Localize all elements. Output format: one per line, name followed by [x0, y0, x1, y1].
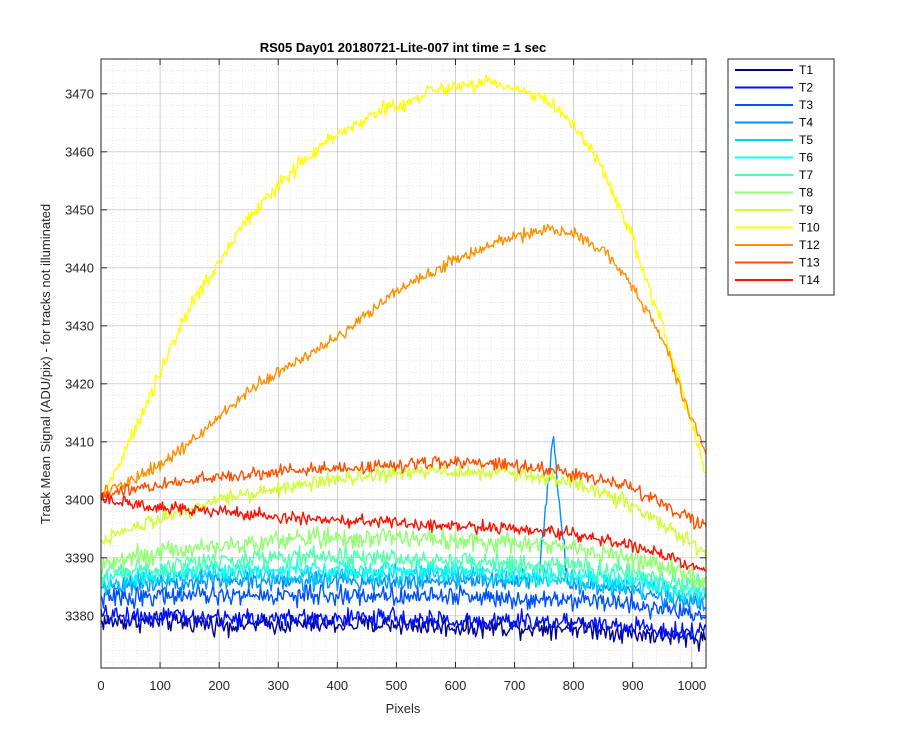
y-tick-label: 3380	[65, 608, 94, 623]
plot-area	[100, 74, 707, 652]
legend-label-t8: T8	[799, 186, 813, 200]
series-line-t13	[100, 455, 707, 530]
y-tick-label: 3410	[65, 434, 94, 449]
legend-label-t1: T1	[799, 63, 813, 77]
legend-label-t3: T3	[799, 98, 813, 112]
x-tick-label: 0	[97, 678, 104, 693]
tick-marks	[100, 59, 706, 668]
legend-label-t5: T5	[799, 133, 813, 147]
x-tick-label: 800	[563, 678, 585, 693]
series-line-t2	[100, 604, 707, 644]
legend-label-t12: T12	[799, 238, 820, 252]
legend-label-t7: T7	[799, 168, 813, 182]
y-tick-label: 3460	[65, 144, 94, 159]
x-tick-label: 700	[504, 678, 526, 693]
x-tick-label: 900	[622, 678, 644, 693]
y-tick-label: 3390	[65, 550, 94, 565]
legend-label-t2: T2	[799, 81, 813, 95]
y-tick-label: 3450	[65, 202, 94, 217]
series-line-t4	[100, 435, 707, 612]
axes-box	[100, 58, 707, 669]
x-tick-label: 600	[445, 678, 467, 693]
legend: T1 T2 T3 T4 T5 T6 T7 T8 T9 T10 T12 T13 T14	[727, 58, 835, 296]
y-tick-label: 3400	[65, 492, 94, 507]
series-line-t6	[100, 557, 707, 600]
legend-label-t14: T14	[799, 273, 820, 287]
x-tick-label: 200	[208, 678, 230, 693]
legend-box	[727, 58, 835, 296]
series-line-t12	[100, 223, 707, 499]
legend-label-t10: T10	[799, 221, 820, 235]
legend-label-t4: T4	[799, 116, 813, 130]
y-tick-label: 3420	[65, 376, 94, 391]
y-tick-label: 3470	[65, 86, 94, 101]
legend-label-t6: T6	[799, 151, 813, 165]
x-tick-label: 500	[386, 678, 408, 693]
legend-label-t13: T13	[799, 256, 820, 270]
series-line-t1	[100, 610, 707, 652]
legend-label-t9: T9	[799, 203, 813, 217]
chart-title: RS05 Day01 20180721-Lite-007 int time = …	[260, 40, 547, 55]
series-line-t10	[100, 74, 707, 500]
y-tick-label: 3440	[65, 260, 94, 275]
x-tick-label: 100	[149, 678, 171, 693]
x-tick-labels: 0 100 200 300 400 500 600 700 800 900 1000	[97, 678, 706, 693]
y-tick-label: 3430	[65, 318, 94, 333]
series-line-t8	[100, 525, 707, 589]
y-axis-label: Track Mean Signal (ADU/pix) - for tracks…	[38, 204, 53, 524]
series-line-t7	[100, 543, 707, 594]
x-tick-label: 1000	[677, 678, 706, 693]
series-line-t14	[100, 493, 707, 572]
series-line-t3	[100, 582, 707, 622]
y-tick-labels: 3380 3390 3400 3410 3420 3430 3440 3450 3460 3470	[65, 86, 94, 623]
x-axis-label: Pixels	[386, 701, 421, 716]
x-tick-label: 300	[267, 678, 289, 693]
x-tick-label: 400	[326, 678, 348, 693]
